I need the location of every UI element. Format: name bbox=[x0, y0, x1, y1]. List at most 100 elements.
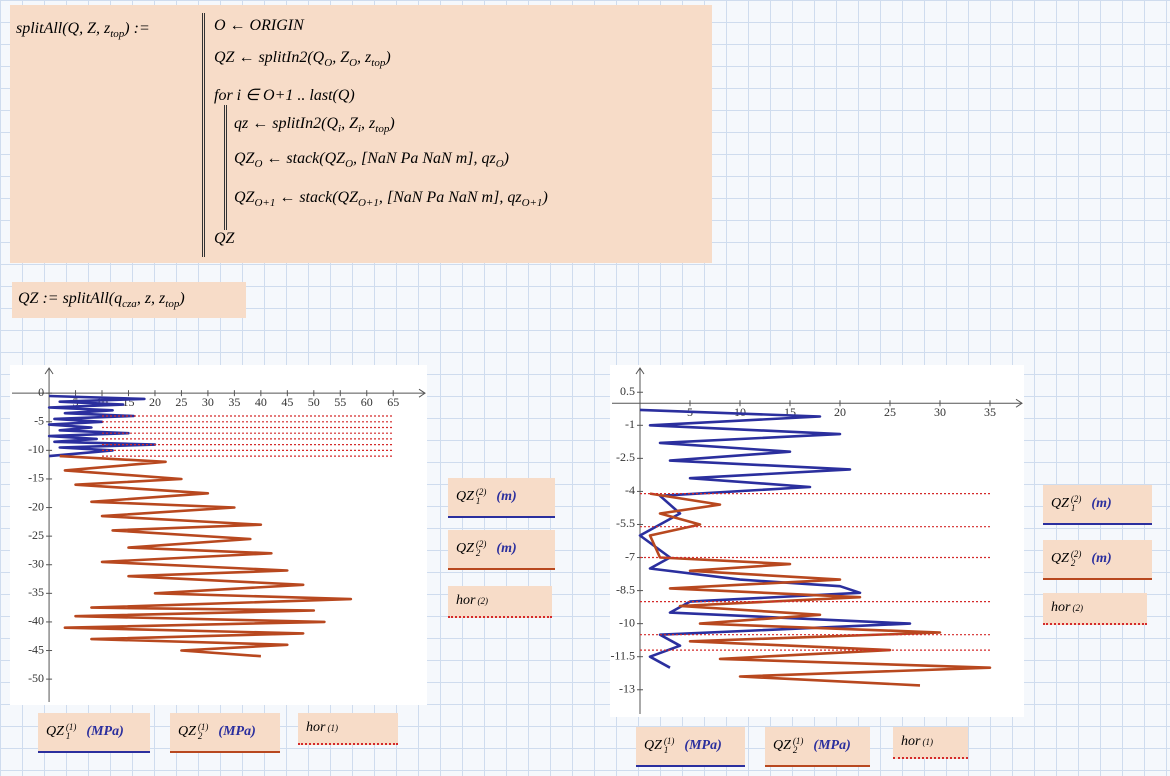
label-sup: (1) bbox=[65, 722, 77, 732]
x-expression[interactable]: hor (1) bbox=[893, 727, 968, 759]
label-sup: (1) bbox=[663, 736, 675, 746]
y-tick-label: -20 bbox=[28, 499, 44, 513]
label-sub: 2 bbox=[197, 731, 203, 741]
axis-arrow bbox=[44, 367, 54, 375]
script: (2) 1 bbox=[1071, 495, 1082, 513]
x-tick-label: 30 bbox=[934, 405, 946, 419]
script: (2) 2 bbox=[476, 540, 487, 558]
y-tick-label: -2.5 bbox=[616, 450, 635, 464]
y-tick-label: -5 bbox=[34, 414, 44, 428]
y-tick-label: 0.5 bbox=[620, 384, 635, 398]
script: (2) bbox=[1072, 603, 1083, 613]
series-line bbox=[47, 394, 157, 458]
program-line: QZ ← splitIn2(QO, ZO, ztop) bbox=[214, 49, 391, 70]
assignment-region: QZ := splitAll(qcza, z, ztop) bbox=[12, 282, 246, 318]
x-tick-label: 30 bbox=[202, 395, 214, 409]
x-tick-label: 35 bbox=[228, 395, 240, 409]
label-sup: (2) bbox=[1070, 494, 1082, 504]
y-tick-label: -4 bbox=[625, 483, 635, 497]
script: (2) bbox=[477, 595, 488, 606]
x-tick-label: 20 bbox=[834, 405, 846, 419]
series-line bbox=[59, 454, 353, 658]
program-line: for i ∈ O+1 .. last(Q) bbox=[214, 87, 355, 104]
x-tick-label: 10 bbox=[734, 405, 746, 419]
program-line: qz ← splitIn2(Qi, Zi, ztop) bbox=[234, 115, 395, 136]
label-unit: (m) bbox=[496, 489, 517, 504]
y-expression[interactable]: QZ (2) 1 (m) bbox=[1043, 485, 1152, 525]
x-tick-label: 65 bbox=[387, 395, 399, 409]
label-base: QZ bbox=[1051, 496, 1069, 511]
y-tick-label: -11.5 bbox=[610, 648, 635, 662]
label-sup: (1) bbox=[792, 736, 804, 746]
y-expression[interactable]: hor (2) bbox=[1043, 593, 1147, 625]
y-tick-label: -10 bbox=[28, 442, 44, 456]
y-tick-label: -45 bbox=[28, 642, 44, 656]
axis-arrow bbox=[418, 388, 426, 398]
label-sub: 2 bbox=[475, 548, 481, 558]
program-line: O ← ORIGIN bbox=[214, 17, 304, 34]
series-line bbox=[648, 492, 992, 687]
label-sub: 1 bbox=[663, 745, 669, 755]
script: (1) bbox=[327, 722, 338, 733]
label-sup: (2) bbox=[475, 487, 487, 497]
label-base: hor bbox=[901, 734, 921, 749]
label-sub: 1 bbox=[65, 731, 71, 741]
y-tick-label: -10 bbox=[619, 615, 635, 629]
label-unit: (MPa) bbox=[684, 738, 722, 753]
label-unit: (MPa) bbox=[218, 724, 256, 739]
label-unit: (m) bbox=[1091, 496, 1112, 511]
label-sup: (2) bbox=[477, 595, 488, 606]
label-base: hor bbox=[306, 720, 326, 735]
label-base: QZ bbox=[456, 541, 474, 556]
label-unit: (m) bbox=[496, 541, 517, 556]
label-unit: (MPa) bbox=[813, 738, 851, 753]
label-sub: 1 bbox=[1070, 503, 1076, 513]
label-sub: 1 bbox=[475, 496, 481, 506]
script: (2) 1 bbox=[476, 488, 487, 506]
x-tick-label: 60 bbox=[361, 395, 373, 409]
program-line: QZO+1 ← stack(QZO+1, [NaN Pa NaN m], qzO… bbox=[234, 189, 548, 210]
label-base: QZ bbox=[644, 738, 662, 753]
script: (1) 2 bbox=[198, 723, 209, 741]
label-base: QZ bbox=[1051, 551, 1069, 566]
script: (1) bbox=[922, 736, 933, 747]
y-tick-label: -7 bbox=[625, 549, 635, 563]
y-expression[interactable]: QZ (2) 2 (m) bbox=[1043, 540, 1152, 580]
label-base: hor bbox=[456, 593, 476, 608]
script: (1) 1 bbox=[664, 737, 675, 755]
y-tick-label: 0 bbox=[38, 385, 44, 399]
y-tick-label: -25 bbox=[28, 528, 44, 542]
y-expression[interactable]: QZ (2) 2 (m) bbox=[448, 530, 555, 570]
y-tick-label: -1 bbox=[625, 417, 635, 431]
label-sup: (1) bbox=[197, 722, 209, 732]
x-tick-label: 45 bbox=[281, 395, 293, 409]
x-expression[interactable]: hor (1) bbox=[298, 713, 398, 745]
program-line: QZO ← stack(QZO, [NaN Pa NaN m], qzO) bbox=[234, 150, 509, 171]
series-line bbox=[638, 408, 912, 669]
program-bar bbox=[202, 13, 205, 257]
label-sub: 2 bbox=[792, 745, 798, 755]
label-sup: (1) bbox=[327, 722, 338, 733]
y-tick-label: -40 bbox=[28, 614, 44, 628]
label-base: QZ bbox=[46, 724, 64, 739]
y-expression[interactable]: QZ (2) 1 (m) bbox=[448, 478, 555, 518]
x-tick-label: 50 bbox=[308, 395, 320, 409]
y-tick-label: -5.5 bbox=[616, 516, 635, 530]
x-tick-label: 20 bbox=[149, 395, 161, 409]
label-base: QZ bbox=[773, 738, 791, 753]
x-tick-label: 25 bbox=[884, 405, 896, 419]
x-expression[interactable]: QZ (1) 1 (MPa) bbox=[636, 727, 745, 767]
label-unit: (m) bbox=[1091, 551, 1112, 566]
x-expression[interactable]: QZ (1) 2 (MPa) bbox=[765, 727, 870, 767]
label-sup: (1) bbox=[922, 736, 933, 747]
x-expression[interactable]: QZ (1) 1 (MPa) bbox=[38, 713, 150, 753]
assignment: QZ := splitAll(qcza, z, ztop) bbox=[18, 290, 185, 311]
x-tick-label: 40 bbox=[255, 395, 267, 409]
program-region: splitAll(Q, Z, ztop) := O ← ORIGIN QZ ← … bbox=[10, 5, 712, 263]
label-sup: (2) bbox=[475, 539, 487, 549]
axis-arrow bbox=[1015, 398, 1023, 408]
x-expression[interactable]: QZ (1) 2 (MPa) bbox=[170, 713, 280, 753]
y-expression[interactable]: hor (2) bbox=[448, 586, 552, 618]
program-line: QZ bbox=[214, 230, 235, 247]
